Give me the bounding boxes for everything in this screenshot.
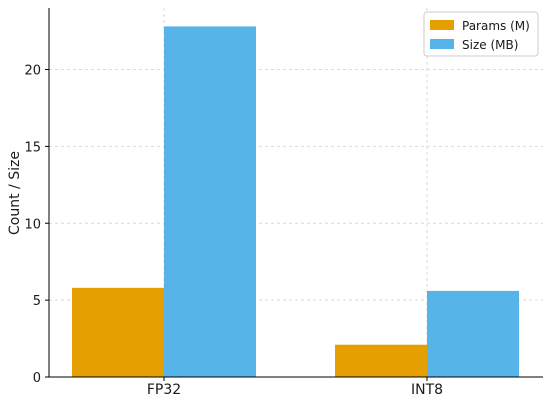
legend-swatch: [430, 20, 454, 30]
legend: Params (M) Size (MB): [423, 11, 539, 57]
y-axis-label: Count / Size: [7, 151, 23, 235]
legend-swatch: [430, 39, 454, 49]
ticks-layer: 0 5 10 15 20 FP32 INT8: [24, 64, 443, 399]
x-tick-label: FP32: [147, 382, 181, 398]
bar-size-mb--fp32: [164, 26, 256, 377]
y-tick-label: 20: [24, 64, 41, 79]
x-tick-label: INT8: [411, 382, 443, 398]
y-tick-label: 10: [24, 217, 41, 232]
y-tick-label: 5: [33, 294, 41, 309]
bar-size-mb--int8: [427, 290, 519, 377]
y-tick-label: 15: [24, 140, 41, 155]
bars-layer: [72, 26, 519, 377]
bar-params-m--int8: [335, 344, 427, 377]
legend-label: Params (M): [462, 19, 530, 33]
legend-label: Size (MB): [462, 38, 518, 52]
y-tick-label: 0: [33, 371, 41, 386]
bar-params-m--fp32: [72, 287, 164, 377]
